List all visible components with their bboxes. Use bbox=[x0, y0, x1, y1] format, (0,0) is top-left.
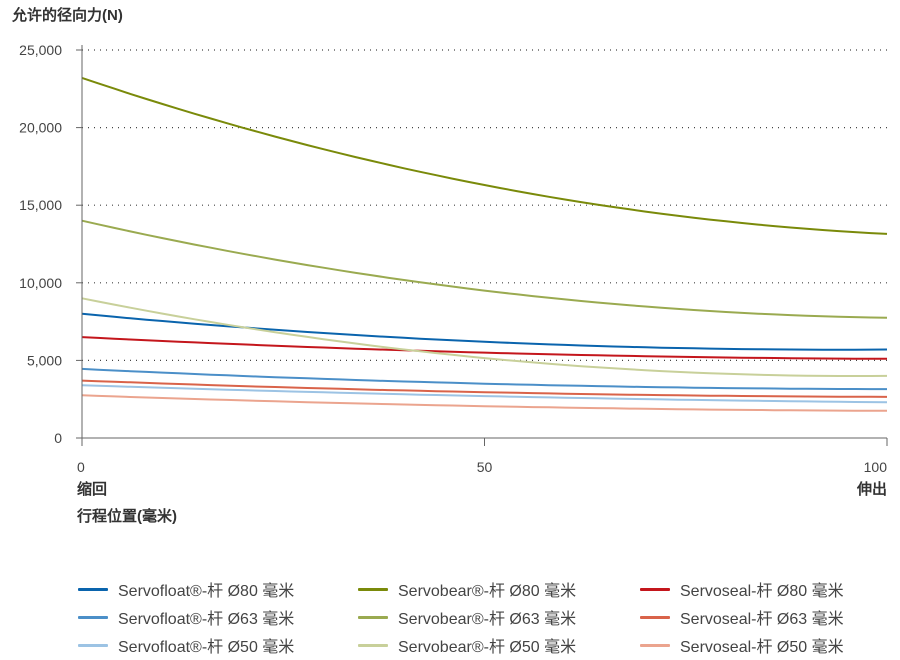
legend-label: Servobear®-杆 Ø50 毫米 bbox=[398, 639, 577, 656]
series-line-5 bbox=[81, 379, 888, 398]
legend-label: Servoseal-杆 Ø63 毫米 bbox=[680, 611, 844, 628]
y-tick-label: 10,000 bbox=[19, 275, 62, 291]
legend-swatch bbox=[358, 615, 388, 619]
legend-swatch bbox=[78, 587, 108, 591]
legend-item: Servoseal-杆 Ø50 毫米 bbox=[640, 634, 900, 656]
legend-item: Servoseal-杆 Ø63 毫米 bbox=[640, 606, 900, 628]
series-line-8 bbox=[81, 394, 887, 412]
series-line-6 bbox=[81, 384, 888, 404]
x-start-label: 缩回 bbox=[77, 480, 107, 498]
legend-label: Servoseal-杆 Ø50 毫米 bbox=[680, 639, 844, 656]
x-end-label: 伸出 bbox=[856, 480, 887, 498]
x-tick-label: 100 bbox=[864, 459, 888, 475]
legend-item: Servobear®-杆 Ø50 毫米 bbox=[358, 634, 640, 656]
legend-swatch bbox=[358, 643, 388, 647]
x-tick-label: 0 bbox=[77, 459, 85, 475]
legend-item: Servobear®-杆 Ø63 毫米 bbox=[358, 606, 640, 628]
legend-swatch bbox=[78, 643, 108, 647]
legend-item: Servofloat®-杆 Ø50 毫米 bbox=[78, 634, 358, 656]
legend-label: Servofloat®-杆 Ø63 毫米 bbox=[118, 611, 295, 628]
x-tick-label: 50 bbox=[477, 459, 493, 475]
x-axis-title: 行程位置(毫米) bbox=[76, 507, 177, 525]
legend-swatch bbox=[640, 587, 670, 591]
y-tick-label: 15,000 bbox=[19, 197, 62, 213]
legend-swatch bbox=[640, 615, 670, 619]
legend-swatch bbox=[358, 587, 388, 591]
legend-swatch bbox=[78, 615, 108, 619]
legend-swatch bbox=[640, 643, 670, 647]
legend-item: Servoseal-杆 Ø80 毫米 bbox=[640, 578, 900, 600]
legend-label: Servofloat®-杆 Ø50 毫米 bbox=[118, 639, 295, 656]
legend-label: Servobear®-杆 Ø80 毫米 bbox=[398, 583, 577, 600]
series-line-0 bbox=[81, 312, 888, 351]
y-tick-label: 0 bbox=[54, 430, 62, 446]
y-tick-label: 5,000 bbox=[27, 352, 62, 368]
legend-label: Servoseal-杆 Ø80 毫米 bbox=[680, 583, 844, 600]
chart: 允许的径向力(N) 0 5,000 10,000 15,000 20,000 25,000… bbox=[11, 6, 888, 525]
series-line-4 bbox=[81, 219, 888, 319]
legend-label: Servobear®-杆 Ø63 毫米 bbox=[398, 611, 577, 628]
legend-item: Servofloat®-杆 Ø80 毫米 bbox=[78, 578, 358, 600]
series-line-2 bbox=[81, 336, 887, 360]
series-line-1 bbox=[81, 76, 888, 235]
y-axis-title: 允许的径向力(N) bbox=[11, 6, 123, 24]
y-tick-label: 20,000 bbox=[19, 120, 62, 136]
legend: Servofloat®-杆 Ø80 毫米 Servobear®-杆 Ø80 毫米 S… bbox=[78, 578, 900, 656]
y-tick-label: 25,000 bbox=[19, 42, 62, 58]
series-line-3 bbox=[81, 367, 887, 391]
legend-item: Servobear®-杆 Ø80 毫米 bbox=[358, 578, 640, 600]
legend-item: Servofloat®-杆 Ø63 毫米 bbox=[78, 606, 358, 628]
series-line-7 bbox=[81, 297, 888, 377]
legend-label: Servofloat®-杆 Ø80 毫米 bbox=[118, 583, 295, 600]
